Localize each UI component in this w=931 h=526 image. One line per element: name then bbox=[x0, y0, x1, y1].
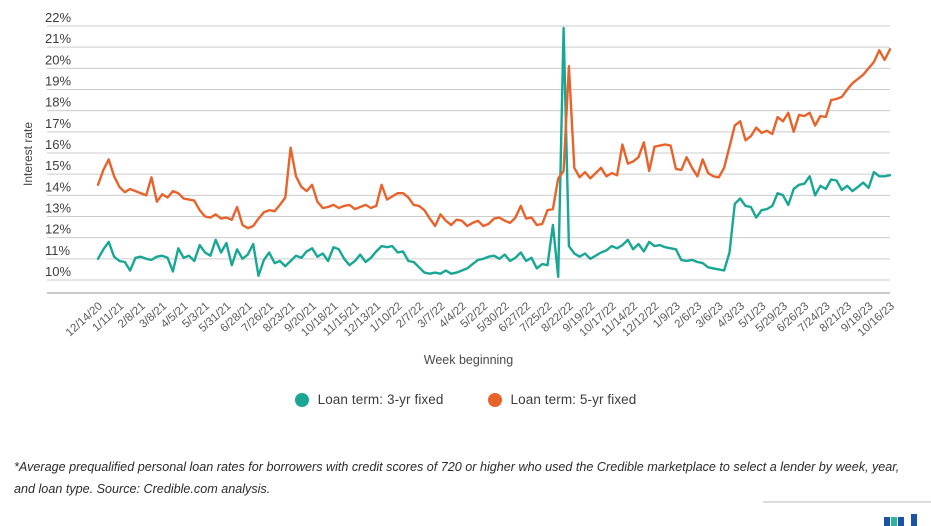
y-tick-label: 13% bbox=[45, 201, 71, 216]
y-tick-label: 14% bbox=[45, 179, 71, 194]
y-tick-label: 21% bbox=[45, 31, 71, 46]
y-axis-title: Interest rate bbox=[21, 122, 35, 186]
y-tick-label: 20% bbox=[45, 52, 71, 67]
y-tick-label: 16% bbox=[45, 137, 71, 152]
y-tick-label: 10% bbox=[45, 264, 71, 279]
y-tick-label: 11% bbox=[45, 243, 70, 258]
series-line-3yr-fixed bbox=[96, 26, 892, 278]
rate-chart-plot: 22%21%20%19%18%17%16%15%14%13%12%11%10%1… bbox=[21, 10, 897, 367]
logo-bar bbox=[898, 517, 904, 526]
legend-item-3yr-fixed: Loan term: 3-yr fixed bbox=[294, 392, 444, 407]
x-axis-title: Week beginning bbox=[424, 353, 513, 367]
logo-bar bbox=[911, 514, 917, 526]
y-tick-label: 15% bbox=[45, 158, 71, 173]
legend-dot-5yr-icon bbox=[487, 392, 502, 407]
divider bbox=[763, 501, 931, 503]
chart-footnote: *Average prequalified personal loan rate… bbox=[14, 459, 900, 496]
credible-bars-logo-icon bbox=[884, 511, 931, 526]
chart-legend: Loan term: 3-yr fixed Loan term: 5-yr fi… bbox=[0, 392, 931, 407]
legend-label-5yr: Loan term: 5-yr fixed bbox=[510, 392, 637, 407]
y-tick-label: 18% bbox=[45, 95, 71, 110]
logo-bar bbox=[884, 517, 890, 526]
y-tick-label: 22% bbox=[45, 10, 71, 25]
legend-item-5yr-fixed: Loan term: 5-yr fixed bbox=[487, 392, 637, 407]
series-line-5yr-fixed bbox=[96, 48, 892, 230]
y-tick-label: 19% bbox=[45, 74, 71, 89]
legend-label-3yr: Loan term: 3-yr fixed bbox=[317, 392, 444, 407]
y-tick-label: 12% bbox=[45, 222, 71, 237]
logo-bar bbox=[891, 517, 897, 526]
y-tick-label: 17% bbox=[45, 116, 71, 131]
legend-dot-3yr-icon bbox=[294, 392, 309, 407]
